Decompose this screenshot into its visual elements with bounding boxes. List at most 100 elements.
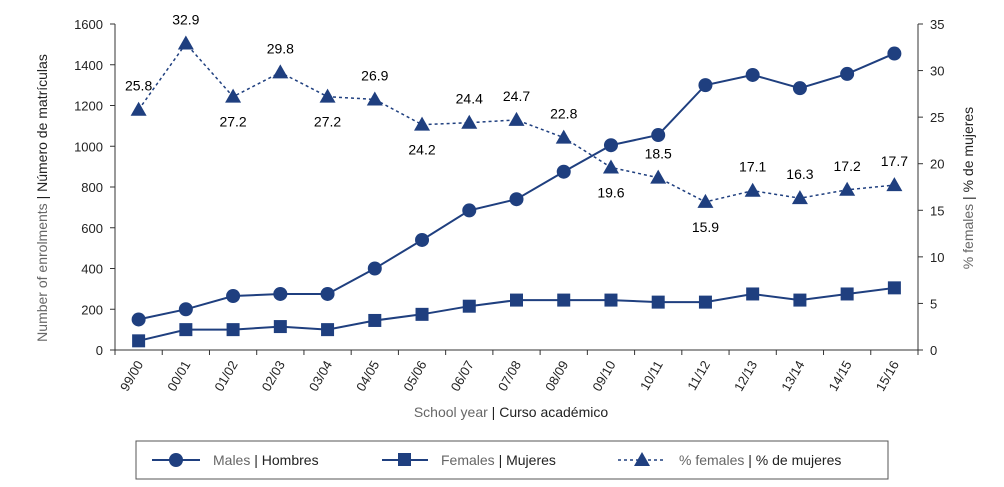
y-tick-label: 1400 bbox=[74, 58, 103, 73]
x-tick-label: 06/07 bbox=[448, 358, 477, 394]
y-tick-label: 1200 bbox=[74, 99, 103, 114]
x-tick-label: 99/00 bbox=[117, 358, 146, 394]
point-males bbox=[603, 138, 618, 153]
left-axis-ticks: 0 200 400 600 800 1000 1200 1400 1600 bbox=[74, 17, 115, 358]
y2-tick-label: 15 bbox=[930, 203, 944, 218]
data-label: 26.9 bbox=[361, 67, 388, 83]
data-label: 24.4 bbox=[456, 91, 483, 107]
point-males bbox=[462, 203, 477, 218]
point-pct-females bbox=[272, 64, 289, 79]
point-females bbox=[273, 320, 287, 334]
point-pct-females bbox=[225, 88, 242, 103]
point-males bbox=[178, 302, 193, 317]
legend-item-pct-females: % females | % de mujeres bbox=[618, 452, 841, 468]
data-label: 17.7 bbox=[881, 153, 908, 169]
y2-tick-label: 20 bbox=[930, 157, 944, 172]
point-females bbox=[887, 281, 901, 295]
y-tick-label: 1000 bbox=[74, 139, 103, 154]
y2-tick-label: 35 bbox=[930, 17, 944, 32]
x-tick-label: 00/01 bbox=[164, 358, 193, 394]
x-tick-label: 14/15 bbox=[825, 358, 854, 394]
point-females bbox=[746, 287, 760, 301]
legend-item-females: Females | Mujeres bbox=[382, 452, 556, 468]
point-pct-females bbox=[508, 111, 525, 126]
data-label: 15.9 bbox=[692, 219, 719, 235]
data-label: 17.2 bbox=[834, 158, 861, 174]
point-males bbox=[415, 232, 430, 247]
data-label: 16.3 bbox=[786, 166, 813, 182]
point-pct-females bbox=[366, 91, 383, 106]
point-males bbox=[792, 81, 807, 96]
y-tick-label: 400 bbox=[81, 262, 103, 277]
point-females bbox=[132, 334, 146, 348]
y-tick-label: 1600 bbox=[74, 17, 103, 32]
data-labels: 25.8 32.9 27.2 29.8 27.2 26.9 24.2 24.4 24.7 22.8… bbox=[125, 12, 908, 235]
legend: Males | Hombres Females | Mujeres % fema… bbox=[135, 440, 889, 480]
x-tick-label: 05/06 bbox=[400, 358, 429, 394]
y2-tick-label: 25 bbox=[930, 110, 944, 125]
point-males bbox=[273, 286, 288, 301]
data-label: 32.9 bbox=[172, 12, 199, 28]
series-line-pct-females bbox=[137, 42, 895, 203]
data-label: 27.2 bbox=[219, 114, 246, 130]
data-label: 24.7 bbox=[503, 88, 530, 104]
point-females bbox=[226, 323, 240, 337]
x-tick-label: 03/04 bbox=[306, 358, 335, 394]
y-tick-label: 800 bbox=[81, 180, 103, 195]
series-layer bbox=[130, 35, 903, 348]
point-pct-females bbox=[130, 101, 147, 116]
point-females bbox=[604, 293, 618, 307]
x-tick-label: 12/13 bbox=[731, 358, 760, 394]
point-males bbox=[131, 312, 146, 327]
data-label: 25.8 bbox=[125, 78, 152, 94]
y2-tick-label: 5 bbox=[930, 296, 937, 311]
point-females bbox=[840, 287, 854, 301]
svg-text:% females | % de mujeres: % females | % de mujeres bbox=[679, 452, 841, 468]
x-tick-label: 13/14 bbox=[778, 358, 807, 394]
y-tick-label: 0 bbox=[96, 343, 103, 358]
x-axis-title: School year | Curso académico bbox=[414, 404, 609, 420]
point-pct-females bbox=[839, 181, 856, 196]
x-tick-label: 10/11 bbox=[637, 358, 666, 393]
x-tick-label: 04/05 bbox=[353, 358, 382, 394]
y2-axis-title: % females | % de mujeres bbox=[960, 107, 976, 269]
point-females bbox=[415, 307, 429, 321]
x-tick-label: 07/08 bbox=[495, 358, 524, 394]
point-males bbox=[698, 78, 713, 93]
data-label: 27.2 bbox=[314, 114, 341, 130]
point-males bbox=[887, 46, 902, 61]
data-label: 24.2 bbox=[408, 142, 435, 158]
point-pct-females bbox=[886, 177, 903, 192]
point-females bbox=[510, 293, 523, 307]
x-tick-label: 11/12 bbox=[684, 358, 713, 393]
point-males bbox=[840, 66, 855, 81]
svg-text:Males | Hombres: Males | Hombres bbox=[213, 452, 319, 468]
point-females bbox=[368, 313, 382, 327]
point-females bbox=[462, 299, 476, 313]
x-tick-label: 15/16 bbox=[873, 358, 902, 394]
point-pct-females bbox=[650, 169, 667, 184]
y-tick-label: 200 bbox=[81, 302, 103, 317]
x-tick-label: 09/10 bbox=[589, 358, 618, 394]
point-females bbox=[321, 323, 335, 337]
x-axis-ticks: 99/00 00/01 01/02 02/03 03/04 04/05 05/06 06/07… bbox=[114, 350, 919, 394]
y-tick-label: 600 bbox=[81, 221, 103, 236]
data-label: 22.8 bbox=[550, 106, 577, 122]
point-males bbox=[509, 192, 524, 207]
point-pct-females bbox=[744, 182, 761, 197]
point-males bbox=[226, 289, 241, 304]
x-tick-label: 01/02 bbox=[211, 358, 240, 394]
point-males bbox=[745, 67, 760, 82]
point-females bbox=[179, 323, 193, 337]
y2-tick-label: 30 bbox=[930, 64, 944, 79]
data-label: 18.5 bbox=[645, 146, 672, 162]
point-pct-females bbox=[602, 159, 619, 174]
point-pct-females bbox=[414, 116, 431, 131]
point-pct-females bbox=[461, 114, 478, 129]
point-males bbox=[651, 128, 666, 143]
point-males bbox=[320, 286, 335, 301]
legend-square-marker-icon bbox=[398, 453, 411, 466]
data-label: 17.1 bbox=[739, 159, 766, 175]
point-pct-females bbox=[697, 193, 714, 208]
